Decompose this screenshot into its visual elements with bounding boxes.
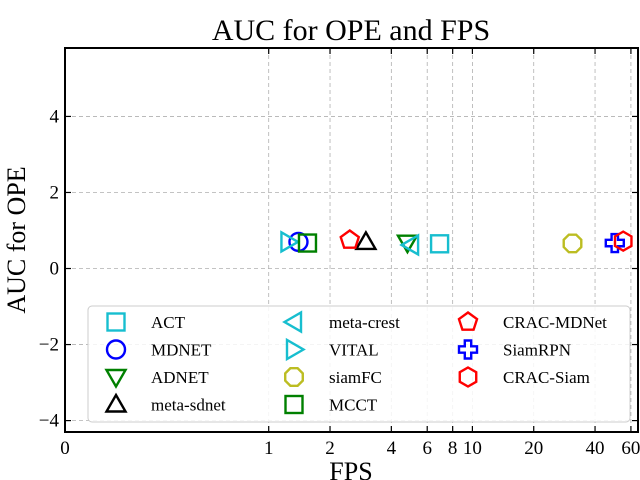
legend-marker-mcct	[284, 394, 304, 415]
point-mcct	[297, 233, 318, 253]
axis-ticks: 0 1 2 4 6 8 10 20 40 60 −4 −2 0 2 4	[39, 48, 640, 459]
legend-marker-act	[106, 312, 126, 332]
x-tick-label: 20	[524, 438, 543, 459]
point-meta-sdnet	[354, 229, 378, 251]
legend-marker-crac-mdnet	[457, 311, 479, 331]
legend-label-siamfc: siamFC	[329, 368, 382, 387]
legend-marker-mdnet	[105, 339, 127, 360]
legend-marker-adnet	[104, 368, 128, 389]
point-crac-siam	[613, 230, 633, 253]
y-tick-label: 4	[50, 106, 60, 127]
legend-marker-meta-crest	[282, 310, 303, 334]
chart-title: AUC for OPE and FPS	[212, 14, 490, 47]
legend: ACT MDNET ADNET meta-sdnet meta-crest VITAL si…	[87, 305, 631, 423]
legend-marker-meta-sdnet	[104, 392, 128, 413]
legend-label-crac-mdnet: CRAC-MDNet	[503, 313, 607, 332]
x-tick-label: 4	[387, 438, 397, 459]
legend-label-mdnet: MDNET	[151, 341, 212, 360]
x-tick-label: 10	[463, 438, 482, 459]
point-vital	[280, 230, 301, 254]
legend-marker-siamrpn	[457, 339, 479, 360]
legend-label-vital: VITAL	[329, 341, 379, 360]
legend-label-adnet: ADNET	[151, 368, 209, 387]
x-tick-label: 8	[448, 438, 458, 459]
legend-box	[87, 305, 631, 423]
point-meta-crest	[399, 233, 420, 257]
y-tick-label: 2	[50, 182, 60, 203]
x-tick-label: 40	[586, 438, 605, 459]
legend-label-meta-sdnet: meta-sdnet	[151, 396, 226, 415]
y-tick-label: −4	[39, 411, 60, 432]
data-points	[280, 229, 633, 257]
plot-frame	[64, 47, 639, 433]
y-axis-label: AUC for OPE	[2, 166, 31, 313]
legend-marker-siamfc	[284, 367, 304, 387]
point-siamfc	[562, 233, 583, 254]
point-siamrpn	[604, 232, 625, 254]
legend-label-siamrpn: SiamRPN	[503, 341, 571, 360]
x-tick-label: 6	[422, 438, 432, 459]
x-tick-label: 0	[60, 438, 70, 459]
x-axis-label: FPS	[329, 457, 372, 480]
legend-label-meta-crest: meta-crest	[329, 313, 400, 332]
x-tick-label: 1	[264, 438, 274, 459]
legend-label-mcct: MCCT	[329, 396, 378, 415]
x-tick-label: 2	[325, 438, 335, 459]
point-act	[429, 234, 450, 254]
point-crac-mdnet	[339, 229, 361, 249]
legend-label-act: ACT	[151, 313, 186, 332]
legend-label-crac-siam: CRAC-Siam	[503, 368, 590, 387]
x-tick-label: 60	[621, 438, 640, 459]
y-tick-label: 0	[50, 259, 60, 280]
legend-marker-crac-siam	[458, 366, 478, 388]
legend-marker-vital	[285, 337, 306, 362]
y-tick-label: −2	[39, 335, 59, 356]
